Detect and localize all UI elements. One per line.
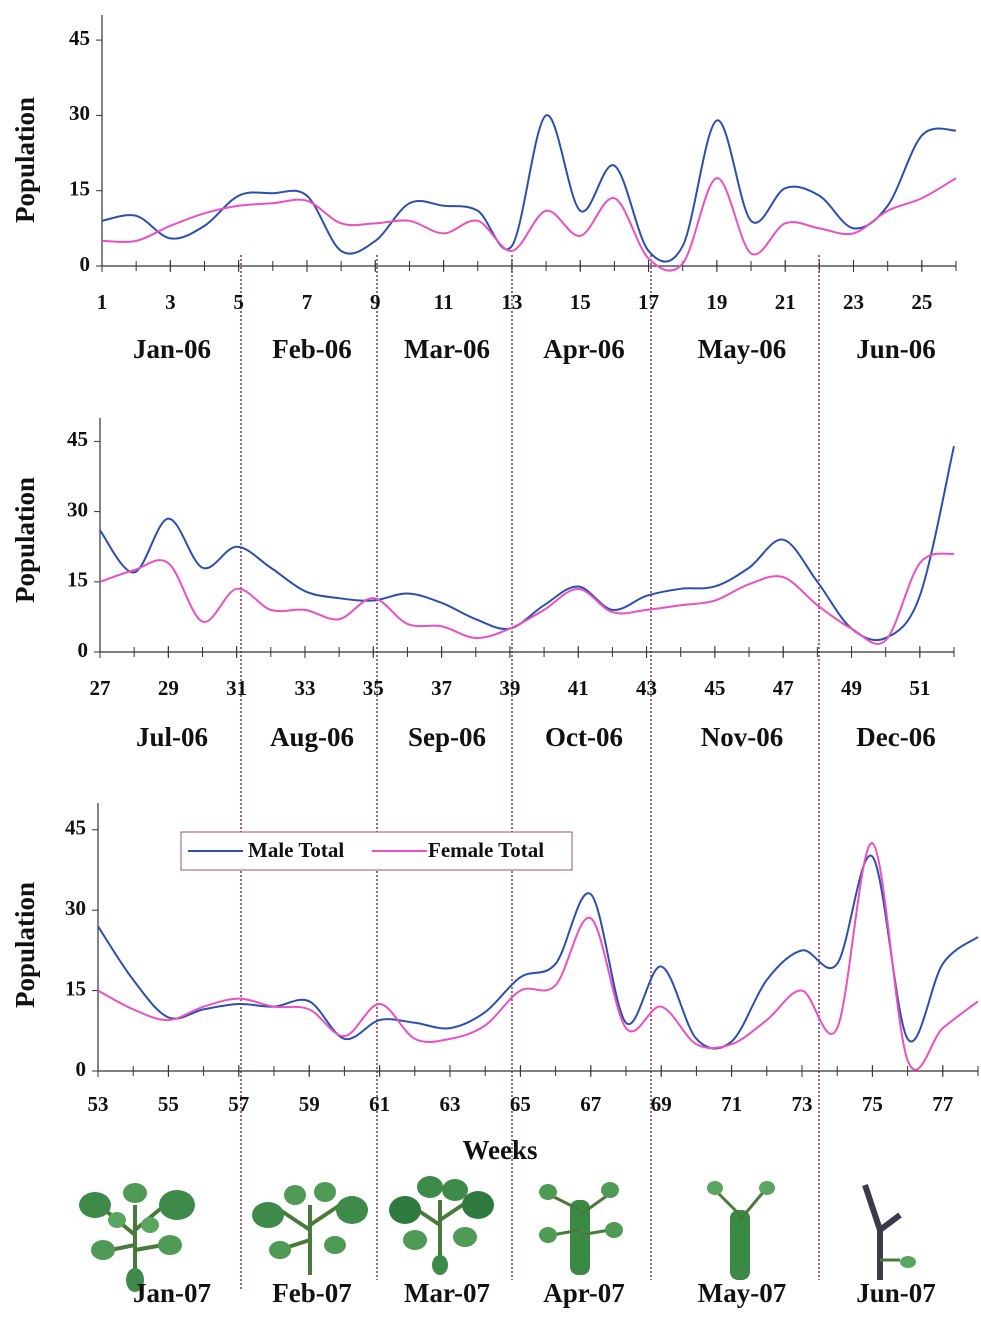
plant [539, 1182, 623, 1275]
month-label: Apr-06 [543, 334, 625, 364]
x-tick-label: 39 [499, 676, 520, 700]
month-label: Jun-06 [856, 334, 936, 364]
y-tick-label: 30 [65, 896, 86, 920]
month-label: Jun-07 [856, 1278, 936, 1308]
y-tick-label: 0 [80, 252, 91, 276]
x-tick-label: 63 [440, 1092, 461, 1116]
x-tick-label: 37 [431, 676, 452, 700]
month-label: Sep-06 [408, 722, 486, 752]
x-tick-label: 11 [434, 290, 454, 314]
plants [79, 1176, 916, 1292]
y-axis-label: Population [10, 477, 40, 603]
x-tick-label: 3 [165, 290, 176, 314]
x-tick-label: 49 [841, 676, 862, 700]
x-tick-label: 29 [158, 676, 179, 700]
series-line [102, 178, 956, 271]
x-tick-label: 59 [299, 1092, 320, 1116]
x-tick-label: 17 [638, 290, 659, 314]
x-tick-label: 21 [775, 290, 796, 314]
plant [707, 1181, 775, 1280]
y-axis-label: Population [10, 882, 40, 1008]
y-tick-label: 15 [69, 177, 90, 201]
y-tick-label: 0 [78, 638, 89, 662]
x-tick-label: 31 [226, 676, 247, 700]
legend-label: Female Total [428, 838, 544, 862]
series-line [100, 554, 954, 644]
y-tick-label: 45 [69, 26, 90, 50]
x-tick-label: 27 [90, 676, 111, 700]
x-tick-label: 69 [651, 1092, 672, 1116]
y-tick-label: 30 [67, 497, 88, 521]
x-tick-label: 55 [158, 1092, 179, 1116]
x-tick-label: 53 [88, 1092, 109, 1116]
month-label: Jan-07 [133, 1278, 211, 1308]
x-tick-label: 77 [932, 1092, 953, 1116]
plant [79, 1183, 195, 1292]
x-tick-label: 33 [294, 676, 315, 700]
x-tick-label: 23 [843, 290, 864, 314]
series-line [98, 856, 978, 1049]
x-tick-label: 57 [228, 1092, 249, 1116]
month-label: Oct-06 [545, 722, 623, 752]
y-axis-label: Population [10, 97, 40, 223]
x-tick-label: 13 [501, 290, 522, 314]
month-label: Jan-06 [133, 334, 211, 364]
plant [389, 1176, 494, 1275]
x-tick-label: 1 [97, 290, 108, 314]
plant [865, 1185, 916, 1280]
month-label: Jul-06 [136, 722, 208, 752]
y-tick-label: 45 [67, 427, 88, 451]
x-tick-label: 75 [862, 1092, 883, 1116]
x-tick-label: 25 [911, 290, 932, 314]
month-label: Nov-06 [701, 722, 784, 752]
x-tick-label: 65 [510, 1092, 531, 1116]
month-label: Mar-06 [404, 334, 490, 364]
x-tick-label: 67 [580, 1092, 601, 1116]
x-axis-label: Weeks [462, 1135, 537, 1165]
y-tick-label: 15 [65, 976, 86, 1000]
x-tick-label: 35 [363, 676, 384, 700]
month-label: Aug-06 [270, 722, 354, 752]
month-label: Mar-07 [404, 1278, 490, 1308]
plant [252, 1182, 368, 1275]
y-tick-label: 30 [69, 101, 90, 125]
x-tick-label: 43 [636, 676, 657, 700]
legend-label: Male Total [248, 838, 344, 862]
y-tick-label: 0 [76, 1057, 87, 1081]
x-tick-label: 41 [568, 676, 589, 700]
x-tick-label: 7 [302, 290, 313, 314]
x-tick-label: 73 [792, 1092, 813, 1116]
month-label: May-07 [698, 1278, 786, 1308]
y-tick-label: 15 [67, 568, 88, 592]
x-tick-label: 45 [704, 676, 725, 700]
month-label: May-06 [698, 334, 786, 364]
y-tick-label: 45 [65, 816, 86, 840]
x-tick-label: 9 [370, 290, 381, 314]
month-label: Feb-06 [272, 334, 351, 364]
x-tick-label: 15 [570, 290, 591, 314]
x-tick-label: 61 [369, 1092, 390, 1116]
x-tick-label: 71 [721, 1092, 742, 1116]
series-line [102, 115, 956, 261]
x-tick-label: 47 [773, 676, 794, 700]
x-tick-label: 19 [706, 290, 727, 314]
x-tick-label: 5 [233, 290, 244, 314]
month-label: Dec-06 [856, 722, 935, 752]
x-tick-label: 51 [909, 676, 930, 700]
month-label: Apr-07 [543, 1278, 625, 1308]
figure: 0153045135791113151719212325Jan-06Feb-06… [0, 0, 981, 1339]
series-line [98, 843, 978, 1070]
month-label: Feb-07 [272, 1278, 351, 1308]
